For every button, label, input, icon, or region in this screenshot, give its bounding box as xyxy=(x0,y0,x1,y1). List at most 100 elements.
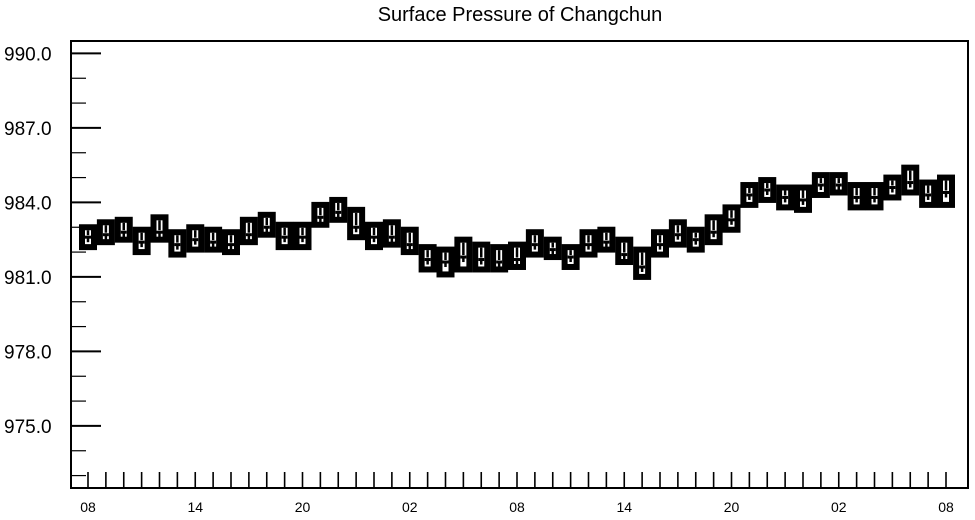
box xyxy=(382,219,401,248)
box-outline xyxy=(150,214,169,243)
box-outline xyxy=(436,246,455,278)
box xyxy=(222,229,240,256)
box-outline xyxy=(311,201,330,228)
box-outline xyxy=(668,219,687,248)
box xyxy=(525,229,544,258)
x-tick-label: 20 xyxy=(295,499,311,515)
box xyxy=(257,211,276,238)
box xyxy=(79,224,97,251)
box xyxy=(508,241,526,270)
box-outline xyxy=(937,174,955,208)
box xyxy=(150,214,169,243)
plot-area-frame xyxy=(70,40,969,489)
box-outline xyxy=(811,172,830,198)
box-outline xyxy=(847,182,866,211)
box-outline xyxy=(186,224,205,253)
box-outline xyxy=(597,226,616,253)
x-tick-label: 20 xyxy=(724,499,740,515)
box xyxy=(722,204,741,233)
box xyxy=(829,172,848,196)
box-outline xyxy=(168,229,187,258)
box-outline xyxy=(454,236,473,273)
box-outline xyxy=(382,219,401,248)
box xyxy=(758,177,777,203)
box-outline xyxy=(114,216,133,243)
box-outline xyxy=(633,246,652,280)
box xyxy=(436,246,455,278)
box-outline xyxy=(132,226,151,256)
box-outline xyxy=(651,229,669,258)
x-tick-label: 02 xyxy=(402,499,418,515)
box xyxy=(418,244,437,273)
box xyxy=(579,229,598,258)
box-outline xyxy=(96,219,115,246)
box xyxy=(114,216,133,243)
box xyxy=(96,219,115,246)
box xyxy=(704,214,723,246)
y-tick-label: 975.0 xyxy=(4,417,52,438)
box-outline xyxy=(758,177,777,203)
box-outline xyxy=(275,221,294,251)
box xyxy=(668,219,687,248)
box-outline xyxy=(776,184,795,211)
x-tick-label: 14 xyxy=(616,499,632,515)
box-outline xyxy=(365,221,383,251)
box xyxy=(186,224,205,253)
box xyxy=(597,226,616,253)
box xyxy=(543,236,562,261)
box-outline xyxy=(490,244,509,273)
box-outline xyxy=(293,221,312,251)
box-outline xyxy=(222,229,240,256)
box xyxy=(400,226,419,256)
box-outline xyxy=(865,182,884,211)
box-outline xyxy=(704,214,723,246)
box xyxy=(686,226,705,253)
box-outline xyxy=(79,224,97,251)
box xyxy=(365,221,383,251)
box xyxy=(454,236,473,273)
box xyxy=(168,229,187,258)
box-outline xyxy=(901,164,920,196)
box-outline xyxy=(525,229,544,258)
x-tick-label: 02 xyxy=(831,499,847,515)
box xyxy=(847,182,866,211)
x-tick-label: 08 xyxy=(938,499,954,515)
box xyxy=(275,221,294,251)
box xyxy=(239,216,258,246)
box-outline xyxy=(579,229,598,258)
box xyxy=(901,164,920,196)
y-tick-label: 978.0 xyxy=(4,342,52,363)
box-series xyxy=(79,164,955,280)
box xyxy=(633,246,652,280)
box xyxy=(561,244,580,270)
box-outline xyxy=(329,196,348,223)
box xyxy=(311,201,330,228)
x-tick-label: 08 xyxy=(80,499,96,515)
x-tick-label: 08 xyxy=(509,499,525,515)
box-outline xyxy=(794,184,812,213)
box xyxy=(204,226,223,253)
box xyxy=(776,184,795,211)
y-tick-label: 981.0 xyxy=(4,268,52,289)
y-tick-label: 990.0 xyxy=(4,44,52,65)
box-outline xyxy=(829,172,848,196)
chart-title: Surface Pressure of Changchun xyxy=(377,4,663,26)
box xyxy=(865,182,884,211)
box-outline xyxy=(257,211,276,238)
box xyxy=(937,174,955,208)
box-outline xyxy=(883,174,902,201)
box-outline xyxy=(740,182,759,208)
box xyxy=(329,196,348,223)
box xyxy=(919,179,938,208)
x-axis: 08 14 20 02 08 14 20 02 08 xyxy=(80,472,954,515)
box xyxy=(651,229,669,258)
box-outline xyxy=(418,244,437,273)
box xyxy=(347,206,366,241)
box xyxy=(811,172,830,198)
box xyxy=(794,184,812,213)
box-outline xyxy=(615,236,634,266)
box-outline xyxy=(919,179,938,208)
y-tick-label: 984.0 xyxy=(4,193,52,214)
box-outline xyxy=(347,206,366,241)
